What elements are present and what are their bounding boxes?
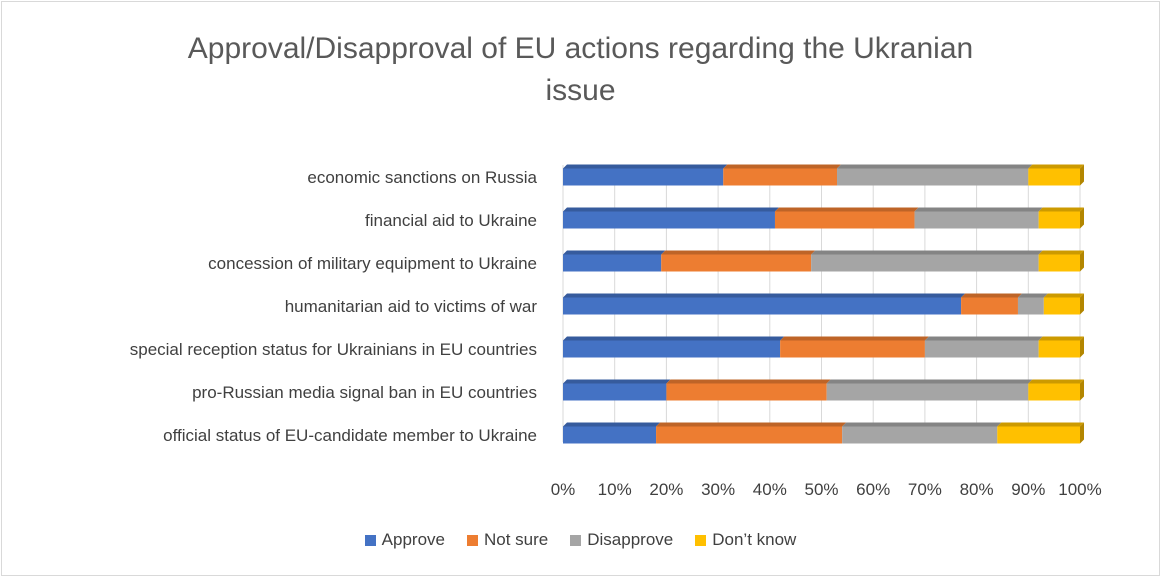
bar-top-face — [961, 293, 1022, 298]
x-tick-label: 40% — [753, 480, 787, 499]
bar-top-face — [837, 164, 1033, 169]
bar-segment — [563, 168, 724, 186]
bar-segment — [1043, 297, 1080, 315]
bar-segment — [563, 340, 781, 358]
legend-item-approve: Approve — [364, 530, 445, 550]
bar-top-face — [723, 164, 842, 169]
bar-segment — [563, 383, 667, 401]
bar-top-face — [563, 336, 785, 341]
category-label: official status of EU-candidate member t… — [163, 426, 537, 445]
bar-top-face — [811, 250, 1043, 255]
bar-top-face — [914, 207, 1043, 212]
category-label: economic sanctions on Russia — [307, 168, 537, 187]
bar-top-face — [1028, 164, 1084, 169]
bar-segment — [924, 340, 1039, 358]
bar-segment — [1038, 211, 1080, 229]
bar-side-face — [1080, 336, 1084, 358]
bar-top-face — [1043, 293, 1084, 298]
legend-label-not-sure: Not sure — [483, 530, 549, 549]
bar-top-face — [780, 336, 929, 341]
bar-segment — [666, 383, 827, 401]
category-label: special reception status for Ukrainians … — [130, 340, 537, 359]
bar-top-face — [1028, 379, 1084, 384]
x-tick-label: 70% — [908, 480, 942, 499]
x-tick-label: 20% — [649, 480, 683, 499]
bar-side-face — [1080, 422, 1084, 444]
x-tick-label: 90% — [1011, 480, 1045, 499]
bar-segment — [780, 340, 925, 358]
bar-top-face — [1038, 207, 1084, 212]
bar-top-face — [666, 379, 831, 384]
legend-item-not-sure: Not sure — [466, 530, 549, 550]
bar-segment — [826, 383, 1029, 401]
bar-top-face — [826, 379, 1033, 384]
legend-swatch-not-sure — [466, 534, 478, 546]
bar-top-face — [563, 379, 671, 384]
bar-segment — [1017, 297, 1044, 315]
legend-label-disapprove: Disapprove — [587, 530, 674, 549]
bar-segment — [1028, 168, 1080, 186]
x-tick-label: 50% — [804, 480, 838, 499]
bar-segment — [774, 211, 915, 229]
legend-item-dont-know: Don’t know — [695, 530, 796, 550]
bar-segment — [563, 426, 657, 444]
bar-top-face — [563, 164, 728, 169]
x-tick-label: 30% — [701, 480, 735, 499]
bar-top-face — [997, 422, 1084, 427]
bar-segment — [563, 297, 962, 315]
category-label: concession of military equipment to Ukra… — [208, 254, 537, 273]
legend-label-approve: Approve — [381, 530, 445, 549]
bar-segment — [563, 211, 775, 229]
bar-top-face — [842, 422, 1002, 427]
bar-segment — [1028, 383, 1080, 401]
category-label: financial aid to Ukraine — [365, 211, 537, 230]
bar-segment — [723, 168, 838, 186]
bar-segment — [563, 254, 662, 272]
bar-side-face — [1080, 293, 1084, 315]
bar-top-face — [774, 207, 919, 212]
legend: Approve Not sure Disapprove Don’t know — [0, 530, 1161, 550]
bar-top-face — [1038, 250, 1084, 255]
x-tick-label: 10% — [598, 480, 632, 499]
bar-top-face — [1038, 336, 1084, 341]
legend-swatch-approve — [364, 534, 376, 546]
bar-top-face — [563, 207, 779, 212]
legend-swatch-dont-know — [695, 534, 707, 546]
category-label: pro-Russian media signal ban in EU count… — [192, 383, 537, 402]
bar-top-face — [1017, 293, 1048, 298]
bar-segment — [842, 426, 998, 444]
bar-segment — [661, 254, 812, 272]
bar-side-face — [1080, 250, 1084, 272]
bar-side-face — [1080, 379, 1084, 401]
bar-top-face — [661, 250, 816, 255]
chart-title-line-1: Approval/Disapproval of EU actions regar… — [187, 32, 974, 65]
chart-title-line-2: issue — [545, 74, 616, 107]
bar-top-face — [563, 250, 666, 255]
x-tick-label: 60% — [856, 480, 890, 499]
bar-segment — [811, 254, 1039, 272]
bar-segment — [914, 211, 1039, 229]
bar-segment — [1038, 340, 1080, 358]
bar-top-face — [563, 422, 661, 427]
bar-top-face — [563, 293, 966, 298]
category-label: humanitarian aid to victims of war — [285, 297, 538, 316]
legend-swatch-disapprove — [570, 534, 582, 546]
bar-segment — [961, 297, 1018, 315]
x-tick-label: 100% — [1058, 480, 1101, 499]
bar-segment — [656, 426, 843, 444]
bar-side-face — [1080, 207, 1084, 229]
legend-label-dont-know: Don’t know — [712, 530, 797, 549]
x-tick-label: 0% — [551, 480, 576, 499]
bar-segment — [1038, 254, 1080, 272]
x-tick-label: 80% — [960, 480, 994, 499]
bar-top-face — [924, 336, 1043, 341]
chart-title: Approval/Disapproval of EU actions regar… — [0, 28, 1161, 112]
bar-segment — [837, 168, 1029, 186]
bar-side-face — [1080, 164, 1084, 186]
legend-item-disapprove: Disapprove — [570, 530, 673, 550]
bar-top-face — [656, 422, 847, 427]
bar-segment — [997, 426, 1080, 444]
